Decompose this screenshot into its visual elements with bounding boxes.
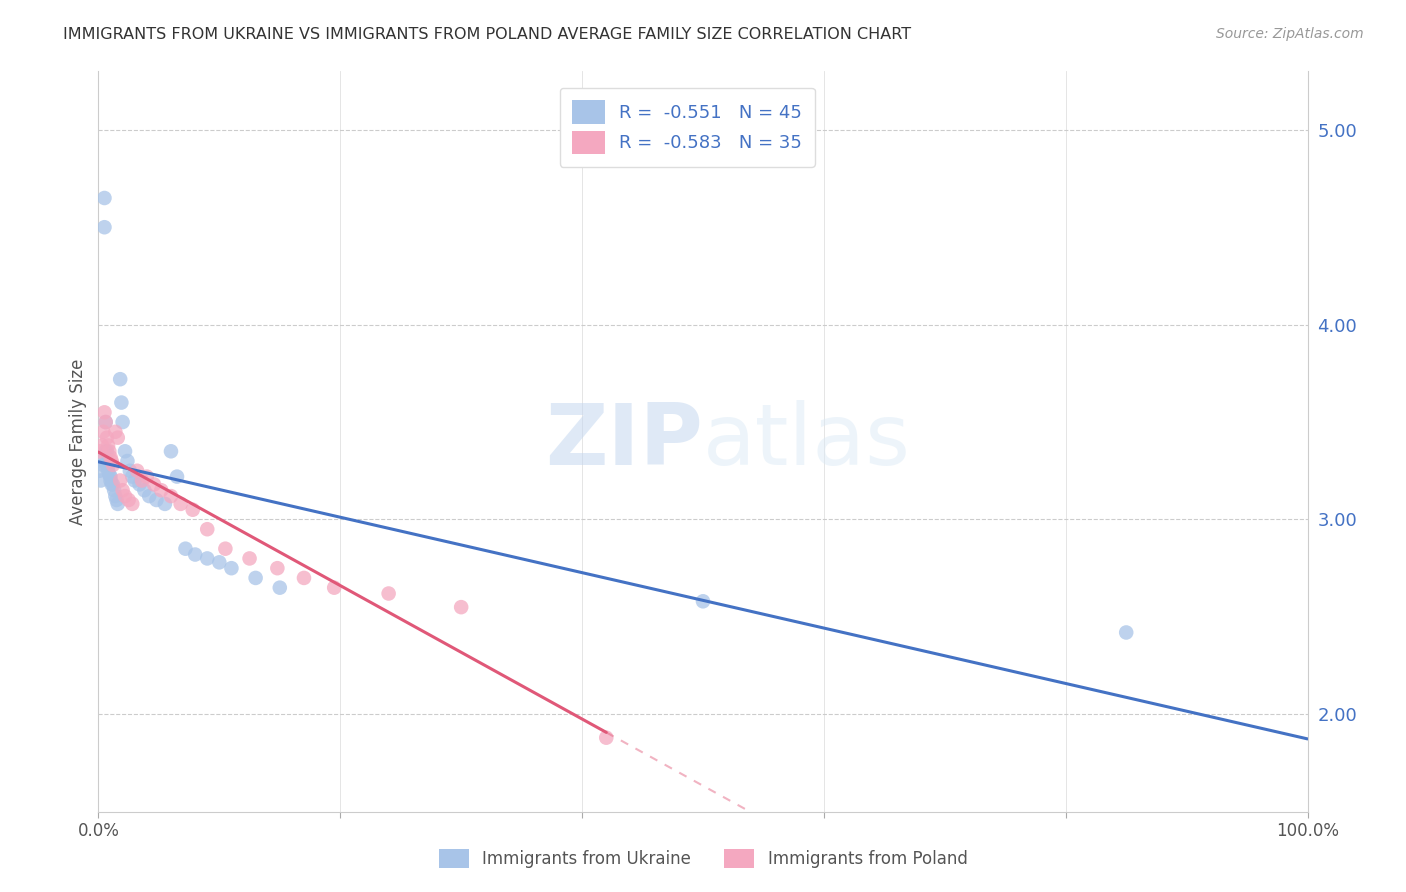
Point <box>90 474 112 488</box>
Point <box>692 594 714 608</box>
Point <box>100 454 122 468</box>
Legend: R =  -0.551   N = 45, R =  -0.583   N = 35: R = -0.551 N = 45, R = -0.583 N = 35 <box>560 87 815 167</box>
Point <box>266 561 288 575</box>
Point <box>169 497 191 511</box>
Point <box>138 489 160 503</box>
Point <box>128 477 150 491</box>
Point <box>145 493 167 508</box>
Point <box>94 415 117 429</box>
Point <box>93 405 115 419</box>
Point <box>117 454 139 468</box>
Text: atlas: atlas <box>703 400 911 483</box>
Point <box>91 454 114 468</box>
Point <box>195 522 218 536</box>
Text: IMMIGRANTS FROM UKRAINE VS IMMIGRANTS FROM POLAND AVERAGE FAMILY SIZE CORRELATIO: IMMIGRANTS FROM UKRAINE VS IMMIGRANTS FR… <box>63 27 911 42</box>
Point <box>166 469 188 483</box>
Point <box>124 474 146 488</box>
Point <box>111 415 134 429</box>
Point <box>89 464 111 478</box>
Point <box>269 581 291 595</box>
Point <box>118 464 141 478</box>
Point <box>114 489 136 503</box>
Point <box>135 469 157 483</box>
Point <box>323 581 346 595</box>
Y-axis label: Average Family Size: Average Family Size <box>69 359 87 524</box>
Point <box>143 477 166 491</box>
Point <box>104 425 127 439</box>
Point <box>98 444 121 458</box>
Point <box>89 444 111 458</box>
Point <box>150 483 173 498</box>
Point <box>94 415 117 429</box>
Point <box>221 561 243 575</box>
Point <box>107 431 129 445</box>
Point <box>208 555 231 569</box>
Point <box>1115 625 1137 640</box>
Point <box>245 571 267 585</box>
Point <box>108 372 131 386</box>
Point <box>181 502 204 516</box>
Point <box>118 493 141 508</box>
Point <box>127 464 149 478</box>
Point <box>121 469 143 483</box>
Point <box>377 586 399 600</box>
Point <box>160 489 183 503</box>
Point <box>174 541 197 556</box>
Point <box>110 395 132 409</box>
Point <box>292 571 315 585</box>
Point <box>101 458 124 472</box>
Point <box>97 458 120 472</box>
Point <box>105 493 128 508</box>
Point <box>114 444 136 458</box>
Point <box>96 431 118 445</box>
Point <box>100 469 122 483</box>
Point <box>160 444 183 458</box>
Point <box>111 483 134 498</box>
Point <box>91 425 114 439</box>
Point <box>100 477 122 491</box>
Point <box>100 474 122 488</box>
Point <box>450 600 472 615</box>
Text: ZIP: ZIP <box>546 400 703 483</box>
Point <box>93 191 115 205</box>
Point <box>134 483 156 498</box>
Point <box>93 220 115 235</box>
Point <box>214 541 236 556</box>
Point <box>107 497 129 511</box>
Point <box>96 444 118 458</box>
Point <box>101 477 124 491</box>
Point <box>595 731 617 745</box>
Point <box>97 464 120 478</box>
Text: Source: ZipAtlas.com: Source: ZipAtlas.com <box>1216 27 1364 41</box>
Point <box>131 474 153 488</box>
Point <box>97 438 120 452</box>
Point <box>98 467 121 482</box>
Point <box>184 548 207 562</box>
Point <box>96 454 118 468</box>
Point <box>104 489 127 503</box>
Point <box>103 483 125 498</box>
Point <box>121 497 143 511</box>
Point <box>91 458 114 472</box>
Point <box>94 444 117 458</box>
Point <box>108 474 131 488</box>
Point <box>239 551 262 566</box>
Point <box>195 551 218 566</box>
Legend: Immigrants from Ukraine, Immigrants from Poland: Immigrants from Ukraine, Immigrants from… <box>432 842 974 875</box>
Point <box>153 497 176 511</box>
Point <box>100 450 122 464</box>
Point <box>91 438 114 452</box>
